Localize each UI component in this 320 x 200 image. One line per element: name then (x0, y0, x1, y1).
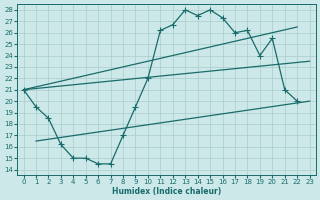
X-axis label: Humidex (Indice chaleur): Humidex (Indice chaleur) (112, 187, 221, 196)
